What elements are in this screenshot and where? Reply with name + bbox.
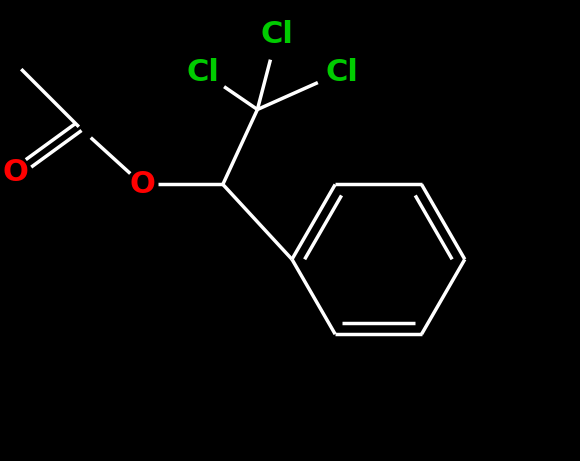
Text: O: O	[2, 159, 28, 187]
Text: Cl: Cl	[260, 20, 293, 49]
Text: O: O	[129, 170, 155, 199]
Text: Cl: Cl	[186, 58, 219, 87]
Text: Cl: Cl	[325, 58, 358, 87]
